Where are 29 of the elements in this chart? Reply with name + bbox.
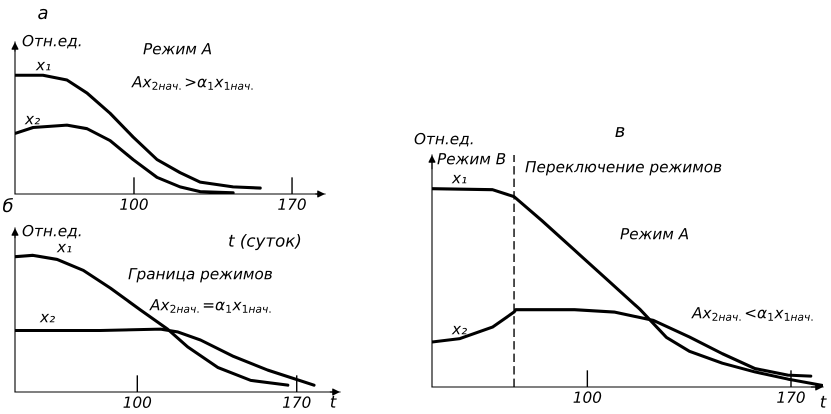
annotation: Ax$_{2нач.}$=α$_{1}$x$_{1нач.}$: [149, 299, 271, 313]
text: Режим А: [143, 43, 212, 54]
series-label: x₁: [452, 174, 466, 184]
series-label: x₂: [452, 326, 467, 334]
y-axis-title: Отн.ед.: [414, 132, 473, 146]
text: Режим В: [437, 153, 506, 164]
text: Переключение режимов: [525, 161, 722, 176]
series-label: x₂: [24, 116, 40, 124]
x-axis-title: t (суток): [229, 234, 300, 250]
series-label: x₁: [56, 244, 72, 252]
x-tick-label: 100: [120, 198, 148, 210]
chart-title: а: [38, 8, 48, 20]
series-label: x₂: [40, 314, 55, 322]
annotation: Ax$_{2нач.}$>α$_{1}$x$_{1нач.}$: [131, 76, 253, 90]
x-axis-title: t: [820, 396, 827, 408]
x-axis-title: t: [330, 396, 337, 408]
series-label: x₁: [36, 62, 50, 70]
annotation: Ax$_{2нач.}$<α$_{1}$x$_{1нач.}$: [691, 307, 813, 321]
x-tick-label: 100: [123, 396, 152, 408]
y-axis-title: Отн.ед.: [22, 34, 81, 48]
annotation: Режим А: [620, 228, 688, 240]
x-tick-label: 170: [777, 391, 805, 403]
chart-title: б: [3, 198, 13, 212]
x-tick-label: 100: [574, 391, 602, 403]
x-tick-label: 170: [278, 198, 306, 210]
chart-title: в: [615, 127, 624, 137]
y-axis-title: Отн.ед.: [22, 224, 81, 238]
annotation: Граница режимов: [128, 268, 272, 282]
x-tick-label: 170: [282, 396, 311, 408]
